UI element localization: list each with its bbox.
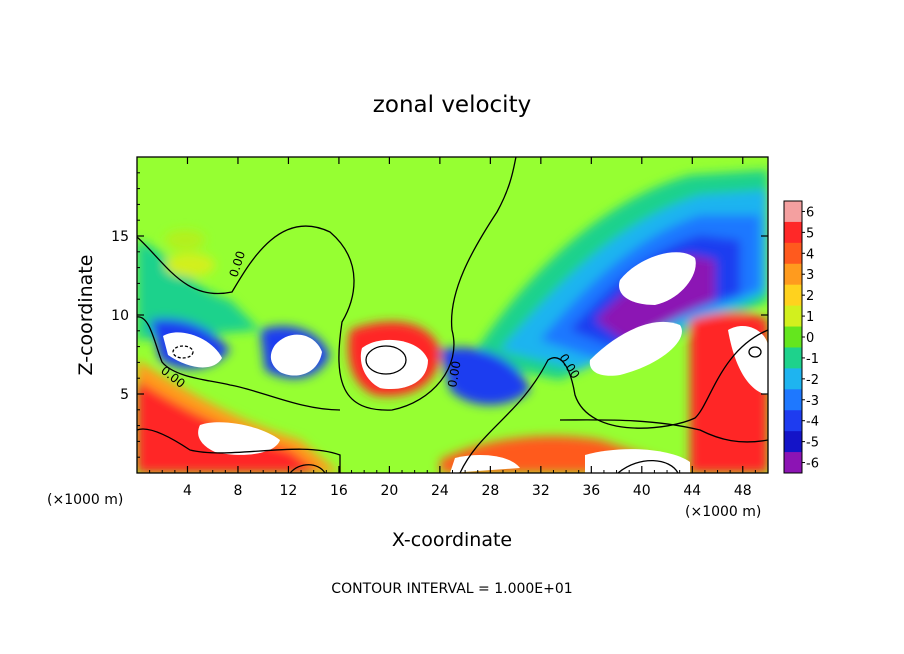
x-tick-label: 44 [683,483,701,499]
x-tick-label: 28 [481,483,499,499]
colorbar-label: -5 [806,436,819,451]
contour-label: 0.00 [445,360,463,389]
y-tick-label: 5 [120,387,129,403]
x-axis: 4 8 12 16 20 24 28 32 36 40 44 48 [149,157,756,499]
colorbar-swatch [784,305,802,328]
x-tick-label: 16 [330,483,348,499]
plot-area: 0.00 0.00 0.00 0.00 4 8 12 16 20 24 28 32 36 40 44… [111,156,769,499]
colorbar-swatch [784,284,802,307]
x-tick-label: 32 [532,483,550,499]
colorbar-label: -1 [806,352,819,367]
x-tick-label: 8 [233,483,242,499]
colorbar-label: -3 [806,394,819,409]
saturated-cells [163,252,768,473]
x-tick-label: 40 [633,483,651,499]
y-axis-label: Z-coordinate [75,255,97,376]
x-tick-label: 36 [582,483,600,499]
colorbar-swatch [784,368,802,390]
colorbar-swatch [784,201,802,223]
colorbar-label: 4 [806,247,814,262]
colorbar: 6 5 4 3 2 1 0 -1 -2 -3 -4 -5 -6 [783,200,819,474]
y-tick-label: 10 [111,308,129,324]
x-tick-label: 48 [734,483,752,499]
colorbar-swatch [784,221,802,244]
colorbar-label: 1 [806,310,814,325]
x-unit-left: (×1000 m) [47,492,123,508]
colorbar-swatch [784,431,802,453]
colorbar-swatch [784,347,802,369]
x-unit-right: (×1000 m) [685,504,761,520]
colorbar-label: 3 [806,268,814,283]
colorbar-swatch [784,452,802,474]
chart-title: zonal velocity [373,92,531,118]
colorbar-label: 5 [806,226,814,241]
contour-lines [137,157,768,473]
colorbar-swatch [784,242,802,265]
x-axis-label: X-coordinate [392,529,512,551]
x-tick-label: 24 [431,483,449,499]
colorbar-label: -6 [806,457,819,472]
heatmap-field: 0.00 0.00 0.00 0.00 [137,157,768,473]
colorbar-swatch [784,263,802,286]
colorbar-label: 2 [806,289,814,304]
x-tick-label: 12 [280,483,298,499]
colorbar-swatch [784,389,802,411]
y-axis: 5 10 15 [111,172,768,458]
x-tick-label: 20 [380,483,398,499]
colorbar-label: -4 [806,415,819,430]
colorbar-label: 6 [806,205,814,220]
colorbar-label: -2 [806,373,819,388]
x-tick-label: 4 [183,483,192,499]
colorbar-swatch [784,326,802,348]
colorbar-label: 0 [806,331,814,346]
colorbar-swatch [784,410,802,432]
y-tick-label: 15 [111,229,129,245]
contour-interval-note: CONTOUR INTERVAL = 1.000E+01 [331,581,572,597]
